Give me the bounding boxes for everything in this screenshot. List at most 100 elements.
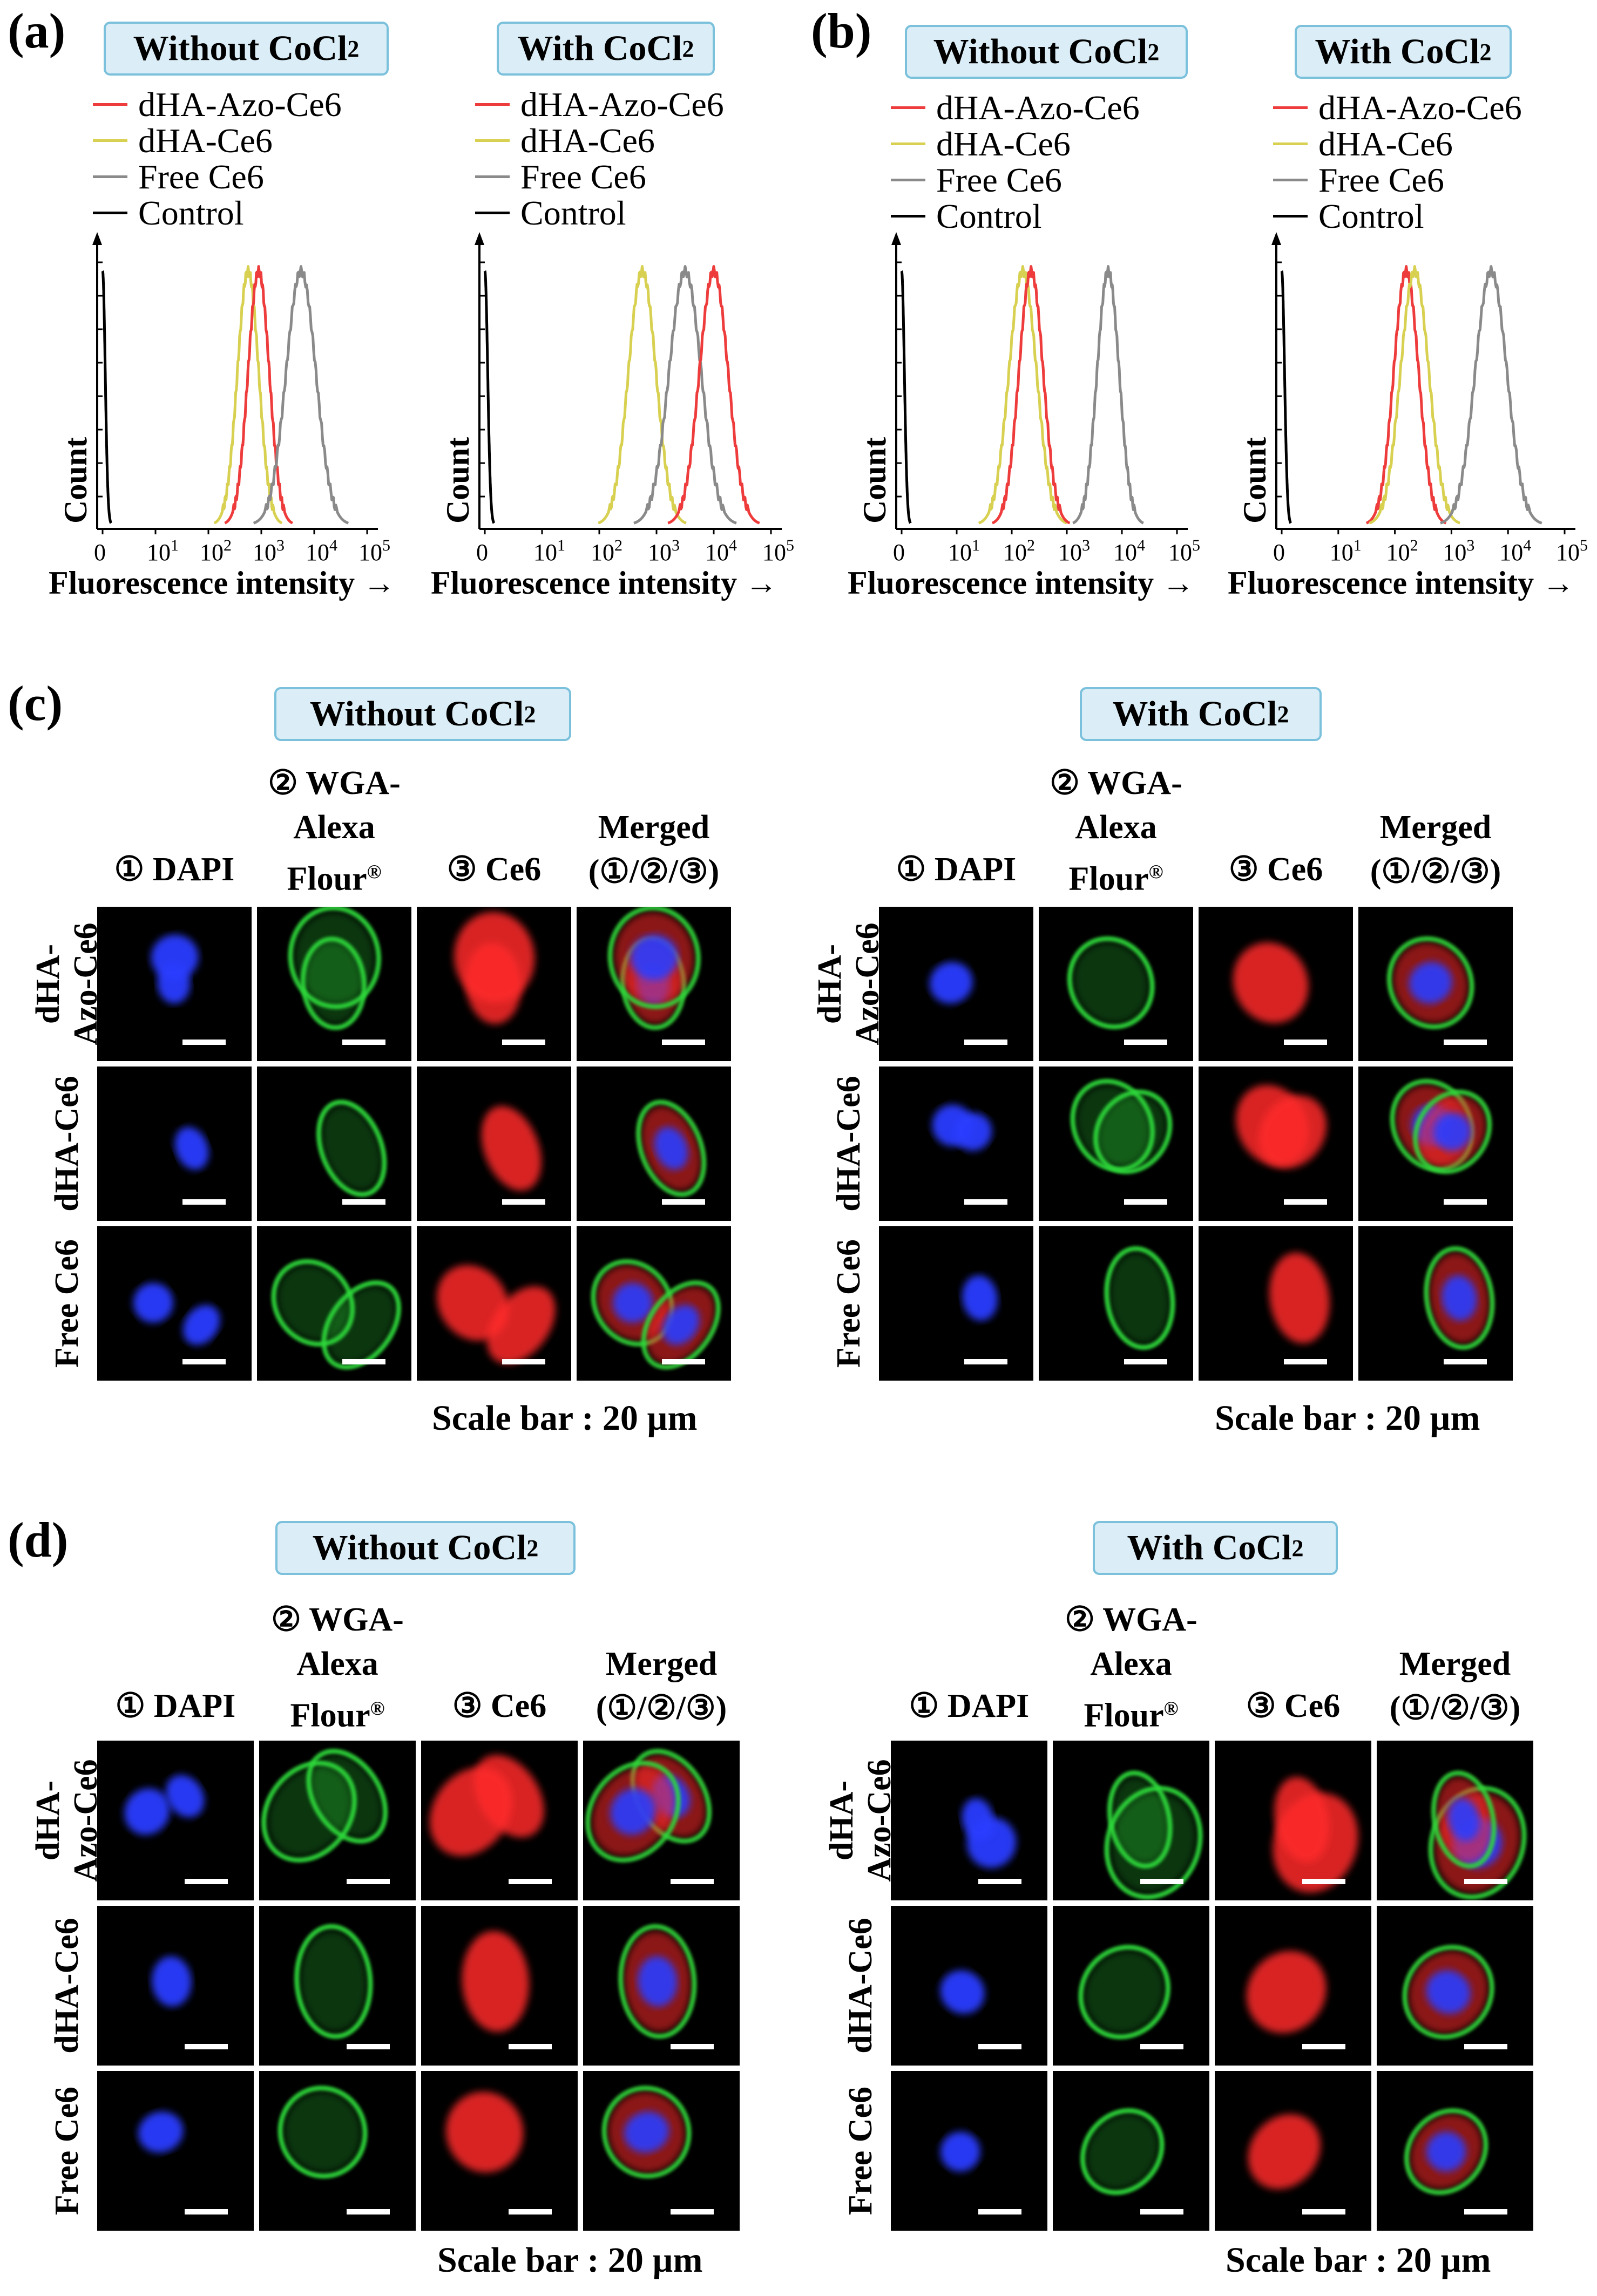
legend-swatch-black bbox=[93, 212, 127, 214]
cytoplasm-signal bbox=[1233, 942, 1309, 1023]
membrane-outline bbox=[321, 1280, 401, 1370]
micrograph-dapi bbox=[891, 1741, 1047, 1900]
col-header-dapi: ① DAPI bbox=[114, 851, 235, 888]
col-header-dapi: ① DAPI bbox=[115, 1688, 236, 1724]
micrograph-merged bbox=[1358, 1067, 1513, 1221]
scale-bar bbox=[182, 1199, 226, 1205]
micrograph-merged bbox=[1377, 1906, 1533, 2066]
legend-label: Free Ce6 bbox=[936, 161, 1062, 199]
x-axis-label: Fluorescence intensity → bbox=[49, 565, 395, 601]
cytoplasm-signal bbox=[1248, 2114, 1321, 2189]
scale-bar bbox=[1284, 1359, 1327, 1364]
scale-bar bbox=[1284, 1199, 1327, 1205]
nucleus-blob bbox=[962, 1275, 998, 1321]
scale-bar bbox=[1444, 1040, 1487, 1045]
legend-item: Free Ce6 bbox=[93, 159, 342, 195]
col-header-dapi: ① DAPI bbox=[909, 1688, 1030, 1724]
legend-label: Free Ce6 bbox=[1318, 161, 1444, 199]
scale-bar bbox=[509, 1879, 552, 1884]
legend-label: Control bbox=[138, 194, 244, 232]
legend-label: dHA-Ce6 bbox=[138, 121, 273, 160]
nucleus-blob bbox=[624, 2111, 669, 2153]
scale-bar bbox=[1464, 2209, 1507, 2215]
membrane-outline bbox=[1078, 1945, 1170, 2040]
x-tick-label: 101 bbox=[147, 536, 179, 566]
scale-bar bbox=[964, 1359, 1007, 1364]
histogram-curve-control bbox=[483, 269, 496, 525]
scale-bar bbox=[342, 1199, 385, 1205]
col-header-merged: Merged (①/②/③) bbox=[596, 1646, 727, 1727]
scale-bar bbox=[978, 2209, 1021, 2215]
cytoplasm-signal bbox=[1269, 1252, 1330, 1343]
x-axis-label: Fluorescence intensity → bbox=[1228, 565, 1574, 601]
col-header-wga: ② WGA- Alexa Flour® bbox=[268, 765, 401, 898]
cytoplasm-signal bbox=[1274, 1777, 1330, 1863]
nucleus-blob bbox=[662, 1305, 700, 1345]
legend-item: dHA-Azo-Ce6 bbox=[1273, 90, 1522, 126]
micrograph-ce6 bbox=[417, 1226, 571, 1381]
scale-bar bbox=[662, 1199, 705, 1205]
micrograph-wga bbox=[1039, 1067, 1193, 1221]
scale-bar-caption: Scale bar : 20 µm bbox=[1226, 2240, 1491, 2280]
x-tick-label: 104 bbox=[705, 536, 737, 566]
scale-bar bbox=[1444, 1199, 1487, 1205]
row-label-dha: dHA-Ce6 bbox=[842, 1918, 879, 2054]
membrane-outline bbox=[1093, 1089, 1173, 1174]
scale-bar bbox=[1464, 2044, 1507, 2049]
row-label-dha: dHA-Ce6 bbox=[49, 1076, 85, 1212]
legend-item: Control bbox=[1273, 198, 1522, 234]
micrograph-dapi bbox=[879, 907, 1033, 1061]
y-axis-label: Count bbox=[857, 437, 892, 524]
nucleus-blob bbox=[654, 1127, 688, 1170]
legend-label: Free Ce6 bbox=[520, 158, 646, 196]
micrograph-dapi bbox=[879, 1226, 1033, 1381]
row-label-azo: dHA- Azo-Ce6 bbox=[811, 922, 886, 1045]
micrograph-wga bbox=[257, 1067, 411, 1221]
x-tick-label: 105 bbox=[358, 536, 390, 566]
x-tick-label: 103 bbox=[1058, 536, 1090, 566]
legend-label: dHA-Ce6 bbox=[520, 121, 655, 160]
x-tick-label: 101 bbox=[533, 536, 565, 566]
cytoplasm-signal bbox=[437, 1265, 509, 1341]
scale-bar bbox=[342, 1040, 385, 1045]
y-axis-label: Count bbox=[58, 437, 93, 524]
x-tick-label: 105 bbox=[1168, 536, 1200, 566]
legend-swatch-red bbox=[93, 103, 127, 106]
membrane-outline bbox=[1104, 1246, 1175, 1350]
legend-item: Control bbox=[93, 195, 342, 231]
nucleus-blob bbox=[1426, 1970, 1471, 2014]
scale-bar bbox=[1284, 1040, 1327, 1045]
micrograph-dapi bbox=[891, 2071, 1047, 2231]
x-tick-label: 102 bbox=[1386, 536, 1418, 566]
col-header-wga: ② WGA- Alexa Flour® bbox=[1050, 765, 1182, 898]
legend-swatch-black bbox=[475, 212, 510, 214]
legend-swatch-gray bbox=[891, 179, 925, 181]
legend-label: Control bbox=[520, 194, 626, 232]
legend-item: dHA-Ce6 bbox=[93, 123, 342, 159]
micrograph-dapi bbox=[97, 907, 252, 1061]
histogram-curve-dha-ce6 bbox=[1369, 265, 1461, 525]
legend-label: dHA-Ce6 bbox=[936, 125, 1071, 163]
scale-bar bbox=[502, 1040, 545, 1045]
legend-b-without: dHA-Azo-Ce6 dHA-Ce6 Free Ce6 Control bbox=[891, 90, 1140, 234]
scale-bar bbox=[347, 2044, 390, 2049]
nucleus-blob bbox=[962, 1798, 994, 1841]
col-header-merged: Merged (①/②/③) bbox=[588, 809, 720, 890]
legend-label: dHA-Azo-Ce6 bbox=[1318, 89, 1522, 127]
nucleus-blob bbox=[174, 1127, 209, 1170]
y-axis-label: Count bbox=[1237, 437, 1273, 524]
legend-item: dHA-Ce6 bbox=[891, 126, 1140, 162]
micrograph-ce6 bbox=[1215, 1906, 1371, 2066]
nucleus-blob bbox=[124, 1788, 170, 1835]
cytoplasm-signal bbox=[283, 2091, 362, 2173]
row-label-azo: dHA- Azo-Ce6 bbox=[30, 1759, 104, 1882]
cytoplasm-signal bbox=[462, 1931, 530, 2032]
histogram-curve-free-ce6 bbox=[633, 265, 737, 525]
histogram-curve-dha-azo-ce6 bbox=[667, 265, 760, 525]
membrane-outline bbox=[1431, 1770, 1497, 1869]
scale-bar bbox=[1444, 1359, 1487, 1364]
col-header-merged: Merged (①/②/③) bbox=[1370, 809, 1501, 890]
y-axis-arrow bbox=[92, 232, 102, 245]
micrograph-merged bbox=[577, 1226, 731, 1381]
